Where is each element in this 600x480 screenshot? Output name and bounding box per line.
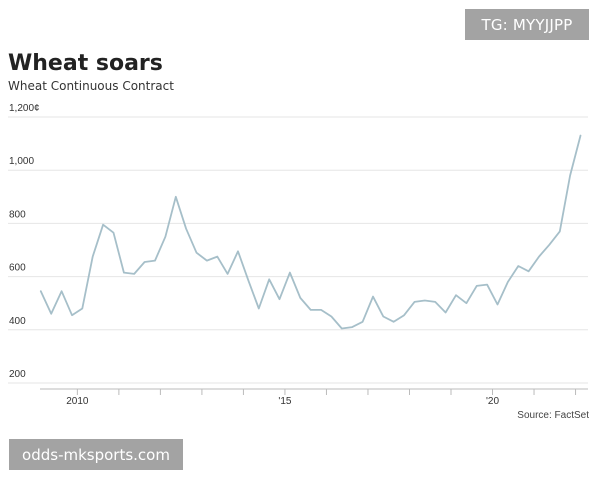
website-watermark: odds-mksports.com	[9, 439, 183, 470]
wheat-price-line	[39, 134, 582, 330]
y-tick-label: 600	[9, 263, 26, 274]
x-tick-label: 2010	[66, 396, 89, 407]
y-tick-label: 1,200¢	[9, 103, 40, 114]
tg-badge: TG: MYYJJPP	[465, 9, 589, 40]
y-tick-label: 800	[9, 209, 26, 220]
x-tick-label: '15	[278, 396, 291, 407]
source-note: Source: FactSet	[517, 410, 589, 421]
chart-subtitle: Wheat Continuous Contract	[8, 79, 174, 93]
y-tick-label: 400	[9, 316, 26, 327]
chart-title: Wheat soars	[8, 51, 163, 76]
y-tick-label: 1,000	[9, 156, 34, 167]
x-tick-label: '20	[486, 396, 499, 407]
y-tick-label: 200	[9, 369, 26, 380]
